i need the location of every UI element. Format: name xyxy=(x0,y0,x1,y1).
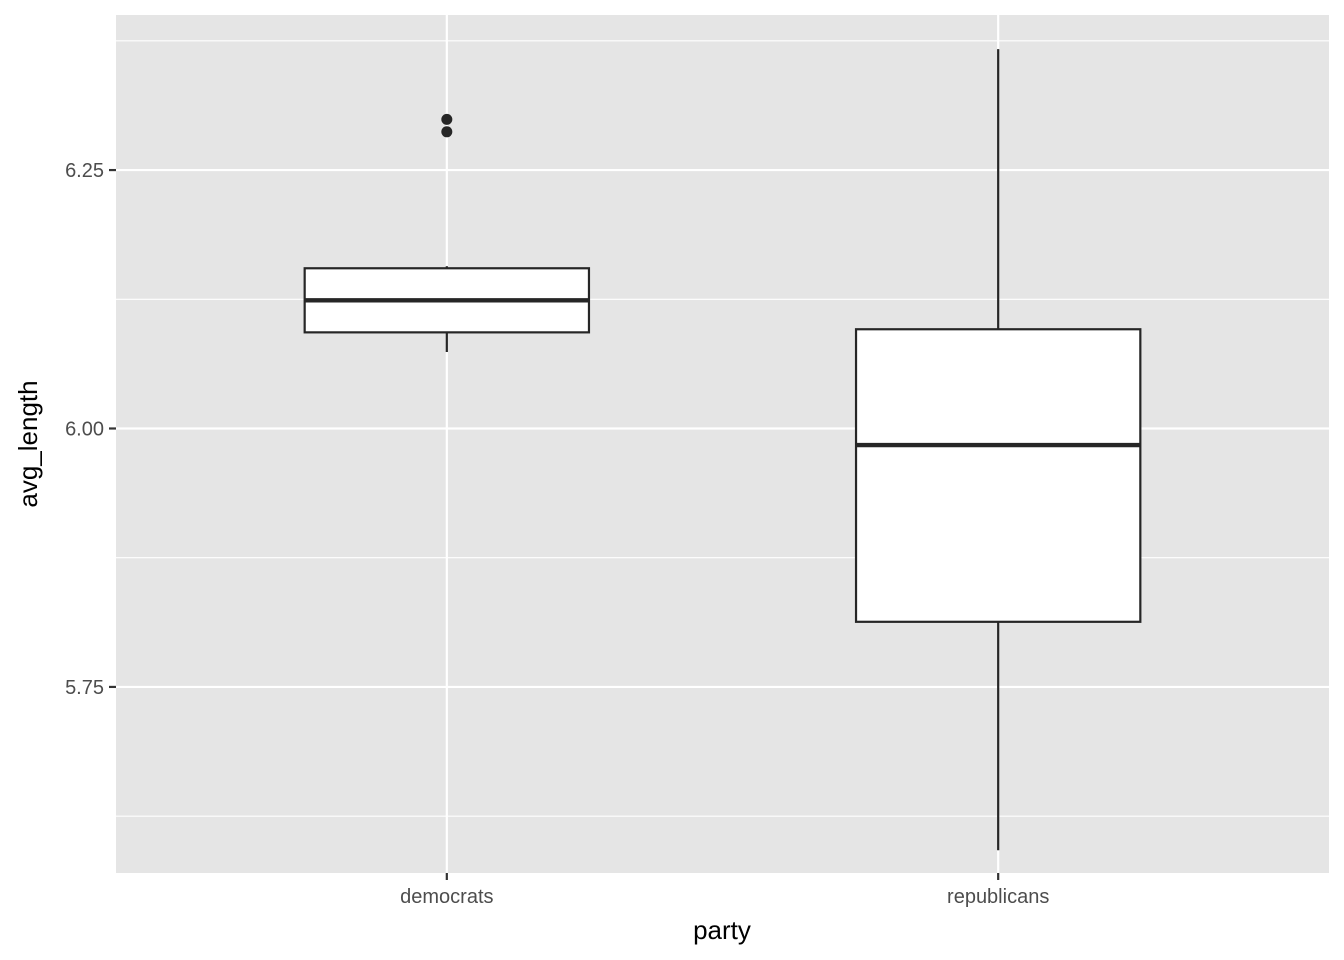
box-republicans xyxy=(854,49,1142,851)
x-axis-title: party xyxy=(693,915,751,945)
y-axis-title: avg_length xyxy=(13,380,43,507)
outlier-point xyxy=(441,126,453,138)
y-tick-label: 6.00 xyxy=(65,418,104,440)
y-axis: 5.75 6.00 6.25 xyxy=(65,160,116,699)
boxes xyxy=(303,49,1142,851)
outlier-point xyxy=(441,113,453,125)
y-tick-label: 5.75 xyxy=(65,677,104,699)
y-tick-label: 6.25 xyxy=(65,160,104,182)
box-iqr xyxy=(854,328,1142,623)
x-axis: democrats republicans xyxy=(400,873,1049,908)
plot-panel xyxy=(116,15,1329,873)
x-tick-label: republicans xyxy=(947,886,1049,908)
box-democrats xyxy=(303,113,591,352)
x-tick-label: democrats xyxy=(400,886,493,908)
